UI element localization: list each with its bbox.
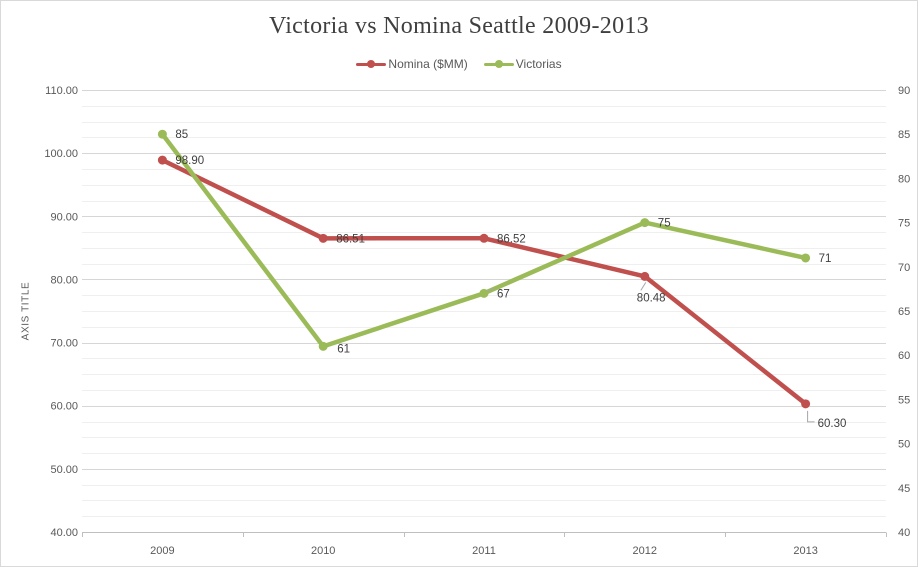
left-axis-tick-label: 100.00 [44,148,78,160]
x-axis-category-label: 2011 [472,545,496,557]
data-label-series-0: 60.30 [818,418,847,430]
data-label-leader [807,410,815,423]
data-point-series-0[interactable] [801,399,811,409]
left-axis-tick-label: 90.00 [50,211,78,223]
left-axis-tick-label: 80.00 [50,274,78,286]
left-axis-tick-label: 40.00 [50,527,78,539]
right-axis-tick-label: 45 [898,483,910,495]
data-label-leader [640,282,647,291]
x-axis-category-label: 2010 [311,545,335,557]
data-point-series-1[interactable] [157,129,167,139]
data-label-series-1: 61 [337,343,350,355]
legend-dot-victorias [494,60,503,68]
left-axis-title: AXIS TITLE [20,281,32,341]
right-axis-tick-label: 40 [898,527,910,539]
right-axis-tick-label: 50 [898,439,910,451]
data-point-series-0[interactable] [640,271,650,281]
legend-item-nomina[interactable]: Nomina ($MM) [356,57,468,71]
data-label-series-1: 67 [497,288,510,300]
data-label-series-1: 71 [819,253,832,265]
data-label-series-1: 85 [175,129,188,141]
data-label-series-0: 86.51 [336,233,365,245]
right-axis-tick-label: 80 [898,173,910,185]
right-axis-tick-label: 65 [898,306,910,318]
right-axis-tick-label: 90 [898,85,910,97]
data-point-series-1[interactable] [479,288,489,298]
data-point-series-1[interactable] [801,253,811,263]
legend-label-victorias: Victorias [515,57,562,71]
right-axis-tick-label: 60 [898,350,910,362]
legend: Nomina ($MM) Victorias [1,56,917,72]
chart-title[interactable]: Victoria vs Nomina Seattle 2009-2013 [269,13,649,39]
left-axis-tick-label: 70.00 [50,338,78,350]
data-point-series-0[interactable] [479,233,489,243]
legend-line-marker-icon [356,59,387,69]
right-axis-tick-label: 70 [898,262,910,274]
left-axis-tick-label: 50.00 [50,464,78,476]
data-label-series-0: 80.48 [637,292,666,304]
right-axis-tick-label: 55 [898,394,910,406]
left-axis-tick-label: 60.00 [50,401,78,413]
legend-label-nomina: Nomina ($MM) [388,57,468,71]
data-point-series-1[interactable] [640,218,650,228]
data-point-series-0[interactable] [157,155,167,165]
legend-item-victorias[interactable]: Victorias [483,57,562,71]
data-point-series-0[interactable] [318,233,328,243]
legend-line-marker-icon [483,59,514,69]
x-axis-category-label: 2012 [633,545,657,557]
right-axis-tick-label: 75 [898,218,910,230]
legend-dot-nomina [367,60,376,68]
series-line-0[interactable] [160,157,808,407]
data-label-series-0: 98.90 [175,155,204,167]
x-axis-category-label: 2013 [793,545,817,557]
data-point-series-1[interactable] [318,341,328,351]
data-label-series-0: 86.52 [497,233,526,245]
data-label-series-1: 75 [658,218,671,230]
data-label-leader [486,287,495,292]
left-axis-tick-label: 110.00 [45,85,78,97]
x-axis-category-label: 2009 [150,545,174,557]
right-axis-tick-label: 85 [898,129,910,141]
